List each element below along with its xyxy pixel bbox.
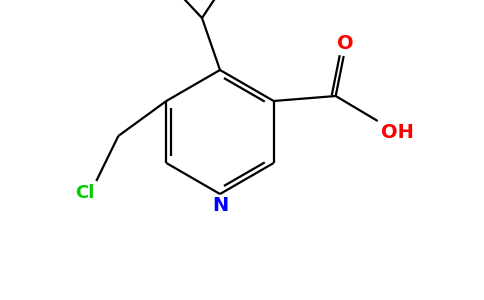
- Text: Cl: Cl: [75, 184, 94, 202]
- Text: OH: OH: [381, 123, 413, 142]
- Text: N: N: [212, 196, 228, 215]
- Text: O: O: [337, 34, 354, 53]
